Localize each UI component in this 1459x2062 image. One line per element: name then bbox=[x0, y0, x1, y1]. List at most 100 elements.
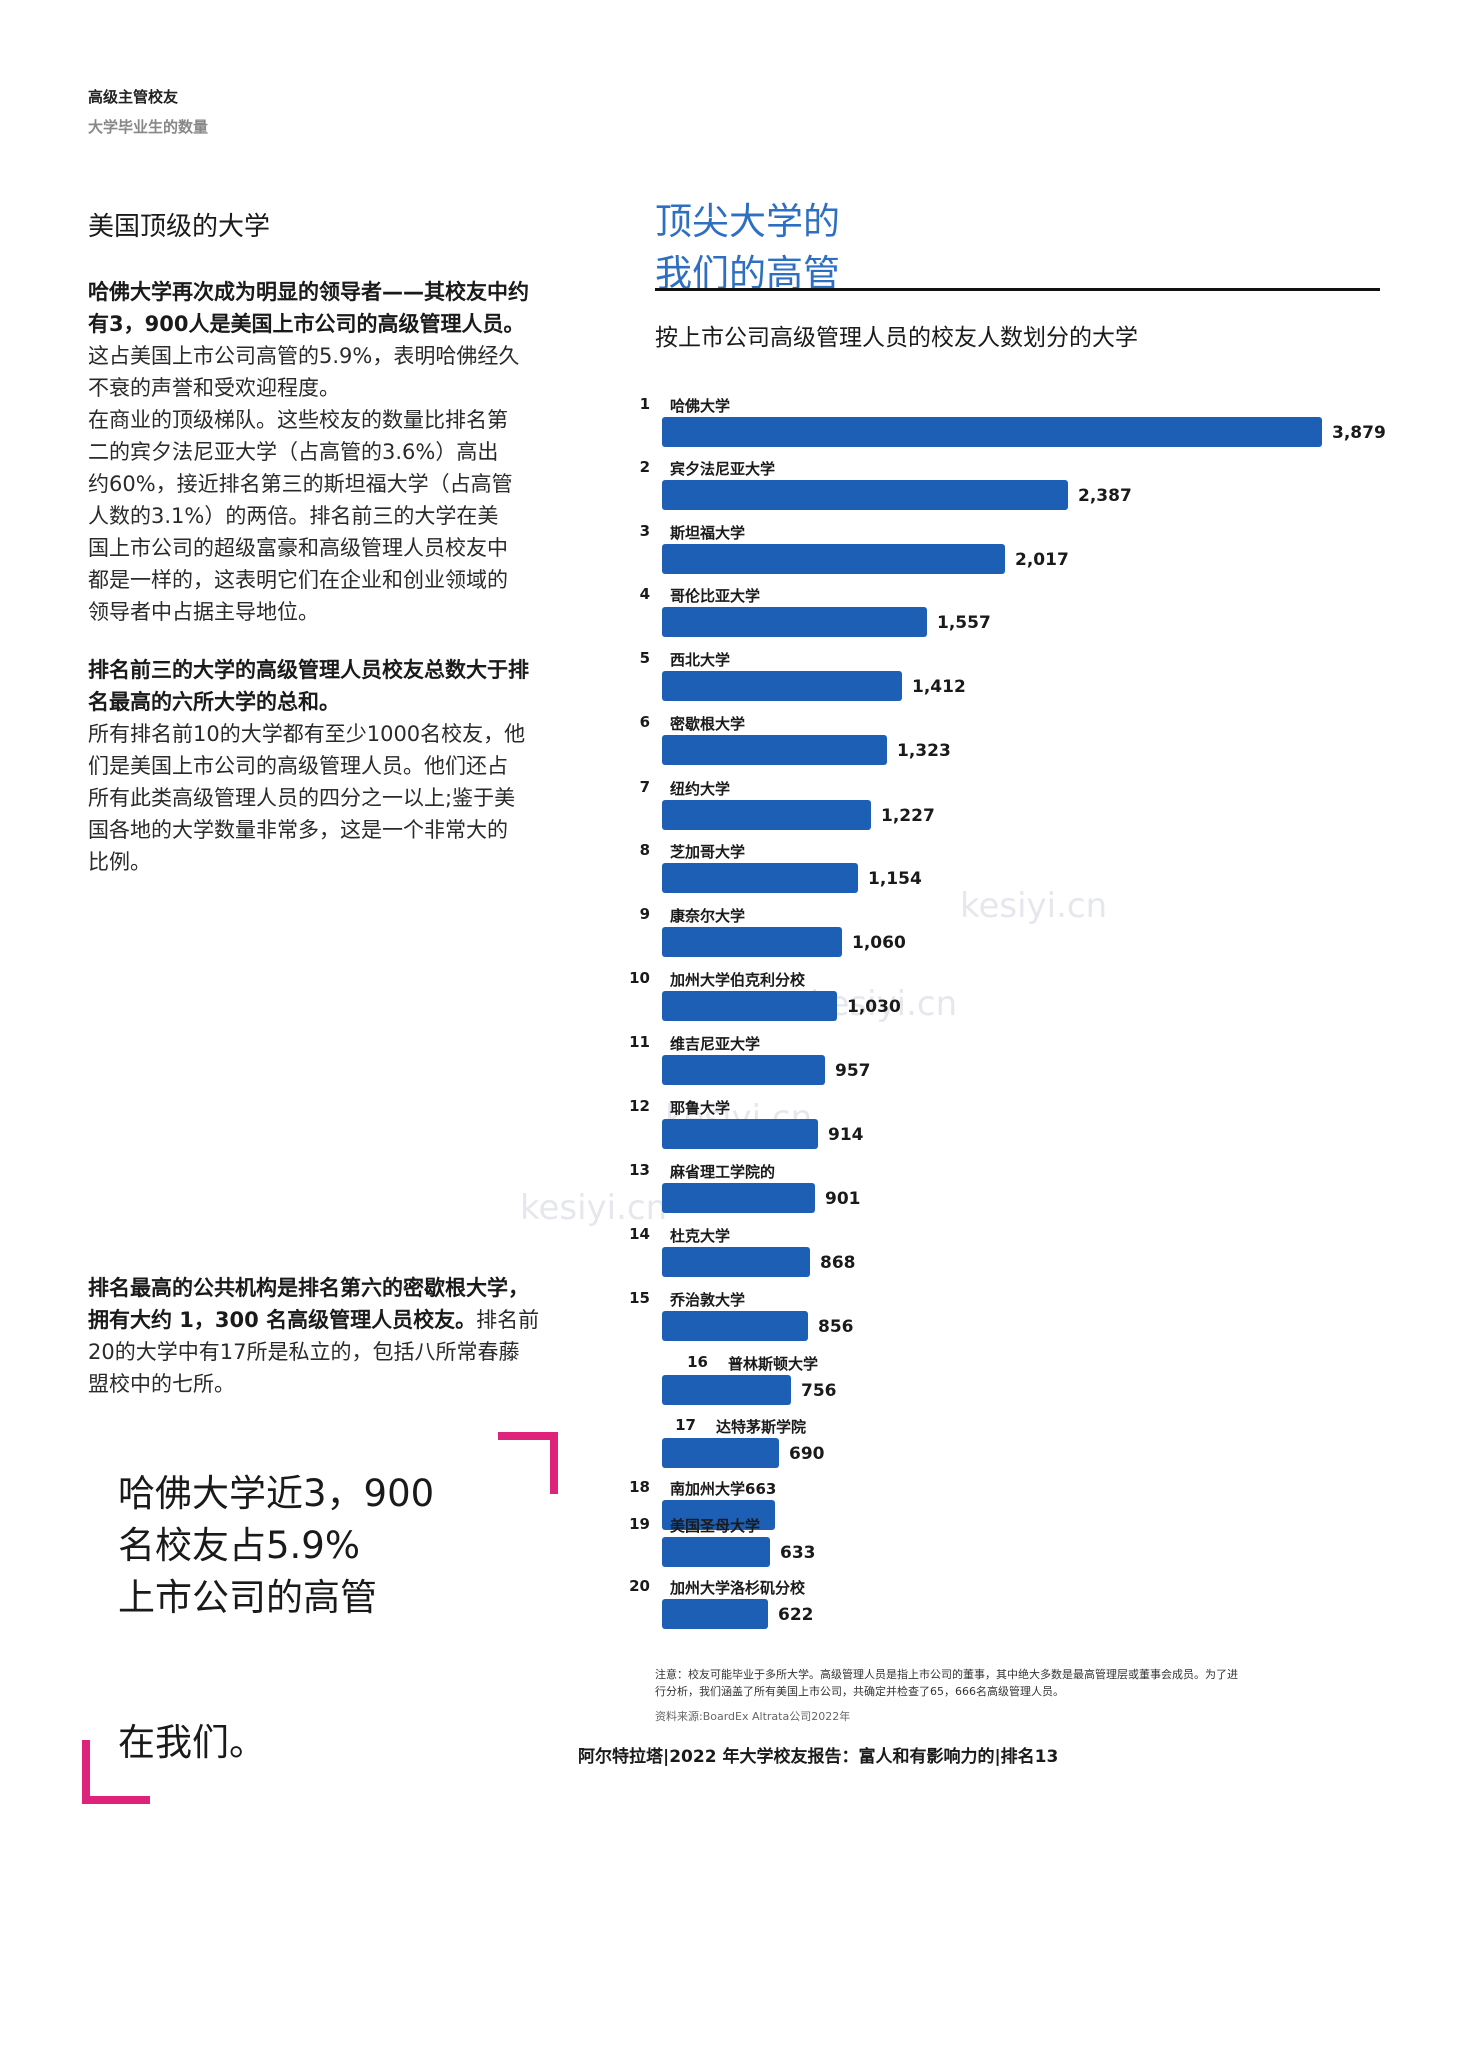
university-label: 达特茅斯学院 bbox=[716, 1418, 807, 1436]
rank-label: 9 bbox=[639, 905, 650, 923]
bar-value-label: 2,387 bbox=[1078, 486, 1132, 506]
quote-line: 上市公司的高管 bbox=[118, 1576, 377, 1619]
p1-line: 约60%，接近排名第三的斯坦福大学（占高管 bbox=[88, 472, 513, 496]
p1-line: 都是一样的，这表明它们在企业和创业领域的 bbox=[88, 568, 508, 592]
p3-line: 盟校中的七所。 bbox=[88, 1372, 235, 1396]
note-line: 行分析，我们涵盖了所有美国上市公司，共确定并检查了65，666名高级管理人员。 bbox=[655, 1685, 1064, 1698]
rank-label: 10 bbox=[629, 969, 650, 987]
university-label: 杜克大学 bbox=[670, 1227, 731, 1245]
rank-label: 6 bbox=[639, 713, 650, 731]
p2-line: 国各地的大学数量非常多，这是一个非常大的 bbox=[88, 818, 508, 842]
title-rule bbox=[655, 288, 1380, 291]
university-label: 纽约大学 bbox=[670, 780, 731, 798]
bar bbox=[662, 1055, 825, 1085]
paragraph-2: 排名前三的大学的高级管理人员校友总数大于排 名最高的六所大学的总和。 所有排名前… bbox=[88, 654, 566, 878]
rank-label: 2 bbox=[639, 458, 650, 476]
p3-rest-part: 排名前 bbox=[476, 1308, 540, 1332]
bar-value-label: 868 bbox=[820, 1253, 856, 1273]
rank-label: 4 bbox=[639, 585, 650, 603]
bar-value-label: 622 bbox=[778, 1605, 814, 1625]
bar bbox=[662, 1375, 791, 1405]
paragraph-1: 哈佛大学再次成为明显的领导者——其校友中约 有3，900人是美国上市公司的高级管… bbox=[88, 276, 566, 628]
bar-value-label: 1,227 bbox=[881, 806, 935, 826]
bar bbox=[662, 1438, 779, 1468]
p1-line: 这占美国上市公司高管的5.9%，表明哈佛经久 bbox=[88, 344, 520, 368]
watermark: kesiyi.cn bbox=[665, 1098, 813, 1138]
university-label: 哈佛大学 bbox=[670, 397, 731, 415]
bar-value-label: 957 bbox=[835, 1061, 871, 1081]
university-label: 乔治敦大学 bbox=[670, 1291, 746, 1309]
rank-label: 16 bbox=[687, 1353, 708, 1371]
p2-line: 所有排名前10的大学都有至少1000名校友，他 bbox=[88, 722, 526, 746]
right-title-line: 我们的高管 bbox=[655, 252, 840, 295]
bar-value-label: 856 bbox=[818, 1317, 854, 1337]
rank-label: 17 bbox=[675, 1416, 696, 1434]
rank-label: 15 bbox=[629, 1289, 650, 1307]
p1-bold-line: 哈佛大学再次成为明显的领导者——其校友中约 bbox=[88, 280, 529, 304]
p2-line: 比例。 bbox=[88, 850, 151, 874]
bar-value-label: 3,879 bbox=[1332, 423, 1386, 443]
p2-bold-line: 名最高的六所大学的总和。 bbox=[88, 690, 340, 714]
bar-value-label: 1,557 bbox=[937, 613, 991, 633]
p1-line: 在商业的顶级梯队。这些校友的数量比排名第 bbox=[88, 408, 508, 432]
rank-label: 8 bbox=[639, 841, 650, 859]
university-label: 普林斯顿大学 bbox=[728, 1355, 819, 1373]
rank-label: 3 bbox=[639, 522, 650, 540]
left-heading: 美国顶级的大学 bbox=[88, 212, 271, 242]
quote-bracket-bottom-icon bbox=[82, 1740, 150, 1804]
bar bbox=[662, 607, 927, 637]
university-label: 芝加哥大学 bbox=[670, 843, 746, 861]
rank-label: 7 bbox=[639, 778, 650, 796]
university-label: 密歇根大学 bbox=[670, 715, 746, 733]
p1-line: 人数的3.1%）的两倍。排名前三的大学在美 bbox=[88, 504, 499, 528]
rank-label: 1 bbox=[639, 395, 650, 413]
bar-value-label: 914 bbox=[828, 1125, 864, 1145]
note-line: 注意：校友可能毕业于多所大学。高级管理人员是指上市公司的董事，其中绝大多数是最高… bbox=[655, 1668, 1238, 1681]
bar bbox=[662, 863, 858, 893]
bar bbox=[662, 544, 1005, 574]
bar-value-label: 1,060 bbox=[852, 933, 906, 953]
right-title: 顶尖大学的 我们的高管 bbox=[655, 196, 840, 300]
bar-value-label: 901 bbox=[825, 1189, 861, 1209]
quote-line: 哈佛大学近3，900 bbox=[118, 1472, 435, 1515]
p3-mixed-line: 拥有大约 1，300 名高级管理人员校友。排名前 bbox=[88, 1304, 566, 1336]
bar-value-label: 1,323 bbox=[897, 741, 951, 761]
bar-value-label: 633 bbox=[780, 1543, 816, 1563]
rank-label: 13 bbox=[629, 1161, 650, 1179]
p3-bold-line: 排名最高的公共机构是排名第六的密歇根大学， bbox=[88, 1276, 529, 1300]
bar-value-label: 1,412 bbox=[912, 677, 966, 697]
p1-line: 二的宾夕法尼亚大学（占高管的3.6%）高出 bbox=[88, 440, 499, 464]
university-label: 麻省理工学院的 bbox=[670, 1163, 776, 1181]
header-subtitle: 大学毕业生的数量 bbox=[88, 118, 209, 136]
paragraph-3: 排名最高的公共机构是排名第六的密歇根大学， 拥有大约 1，300 名高级管理人员… bbox=[88, 1272, 566, 1400]
university-label: 加州大学伯克利分校 bbox=[670, 971, 806, 989]
quote-line: 名校友占5.9% bbox=[118, 1524, 360, 1567]
bar bbox=[662, 1599, 768, 1629]
p1-line: 不衰的声誉和受欢迎程度。 bbox=[88, 376, 340, 400]
rank-label: 18 bbox=[629, 1478, 650, 1496]
header-title: 高级主管校友 bbox=[88, 88, 179, 106]
bar bbox=[662, 927, 842, 957]
bar bbox=[662, 480, 1068, 510]
quote-bracket-top-icon bbox=[498, 1432, 558, 1494]
university-label: 美国圣母大学 bbox=[670, 1517, 761, 1535]
p1-line: 领导者中占据主导地位。 bbox=[88, 600, 319, 624]
pull-quote: 哈佛大学近3，900 名校友占5.9% 上市公司的高管 bbox=[118, 1468, 434, 1624]
rank-label: 12 bbox=[629, 1097, 650, 1115]
bar bbox=[662, 800, 871, 830]
bar bbox=[662, 735, 887, 765]
bar bbox=[662, 1311, 808, 1341]
rank-label: 5 bbox=[639, 649, 650, 667]
university-label: 加州大学洛杉矶分校 bbox=[670, 1579, 806, 1597]
university-label: 康奈尔大学 bbox=[670, 907, 746, 925]
bar bbox=[662, 1500, 775, 1530]
bar-value-label: 690 bbox=[789, 1444, 825, 1464]
bar bbox=[662, 1537, 770, 1567]
university-label: 维吉尼亚大学 bbox=[670, 1035, 761, 1053]
source-note: 资料来源:BoardEx Altrata公司2022年 bbox=[655, 1710, 851, 1723]
university-label: 宾夕法尼亚大学 bbox=[670, 460, 776, 478]
rank-label: 20 bbox=[629, 1577, 650, 1595]
note: 注意：校友可能毕业于多所大学。高级管理人员是指上市公司的董事，其中绝大多数是最高… bbox=[655, 1666, 1315, 1700]
university-label: 西北大学 bbox=[670, 651, 731, 669]
bar-value-label: 756 bbox=[801, 1381, 837, 1401]
